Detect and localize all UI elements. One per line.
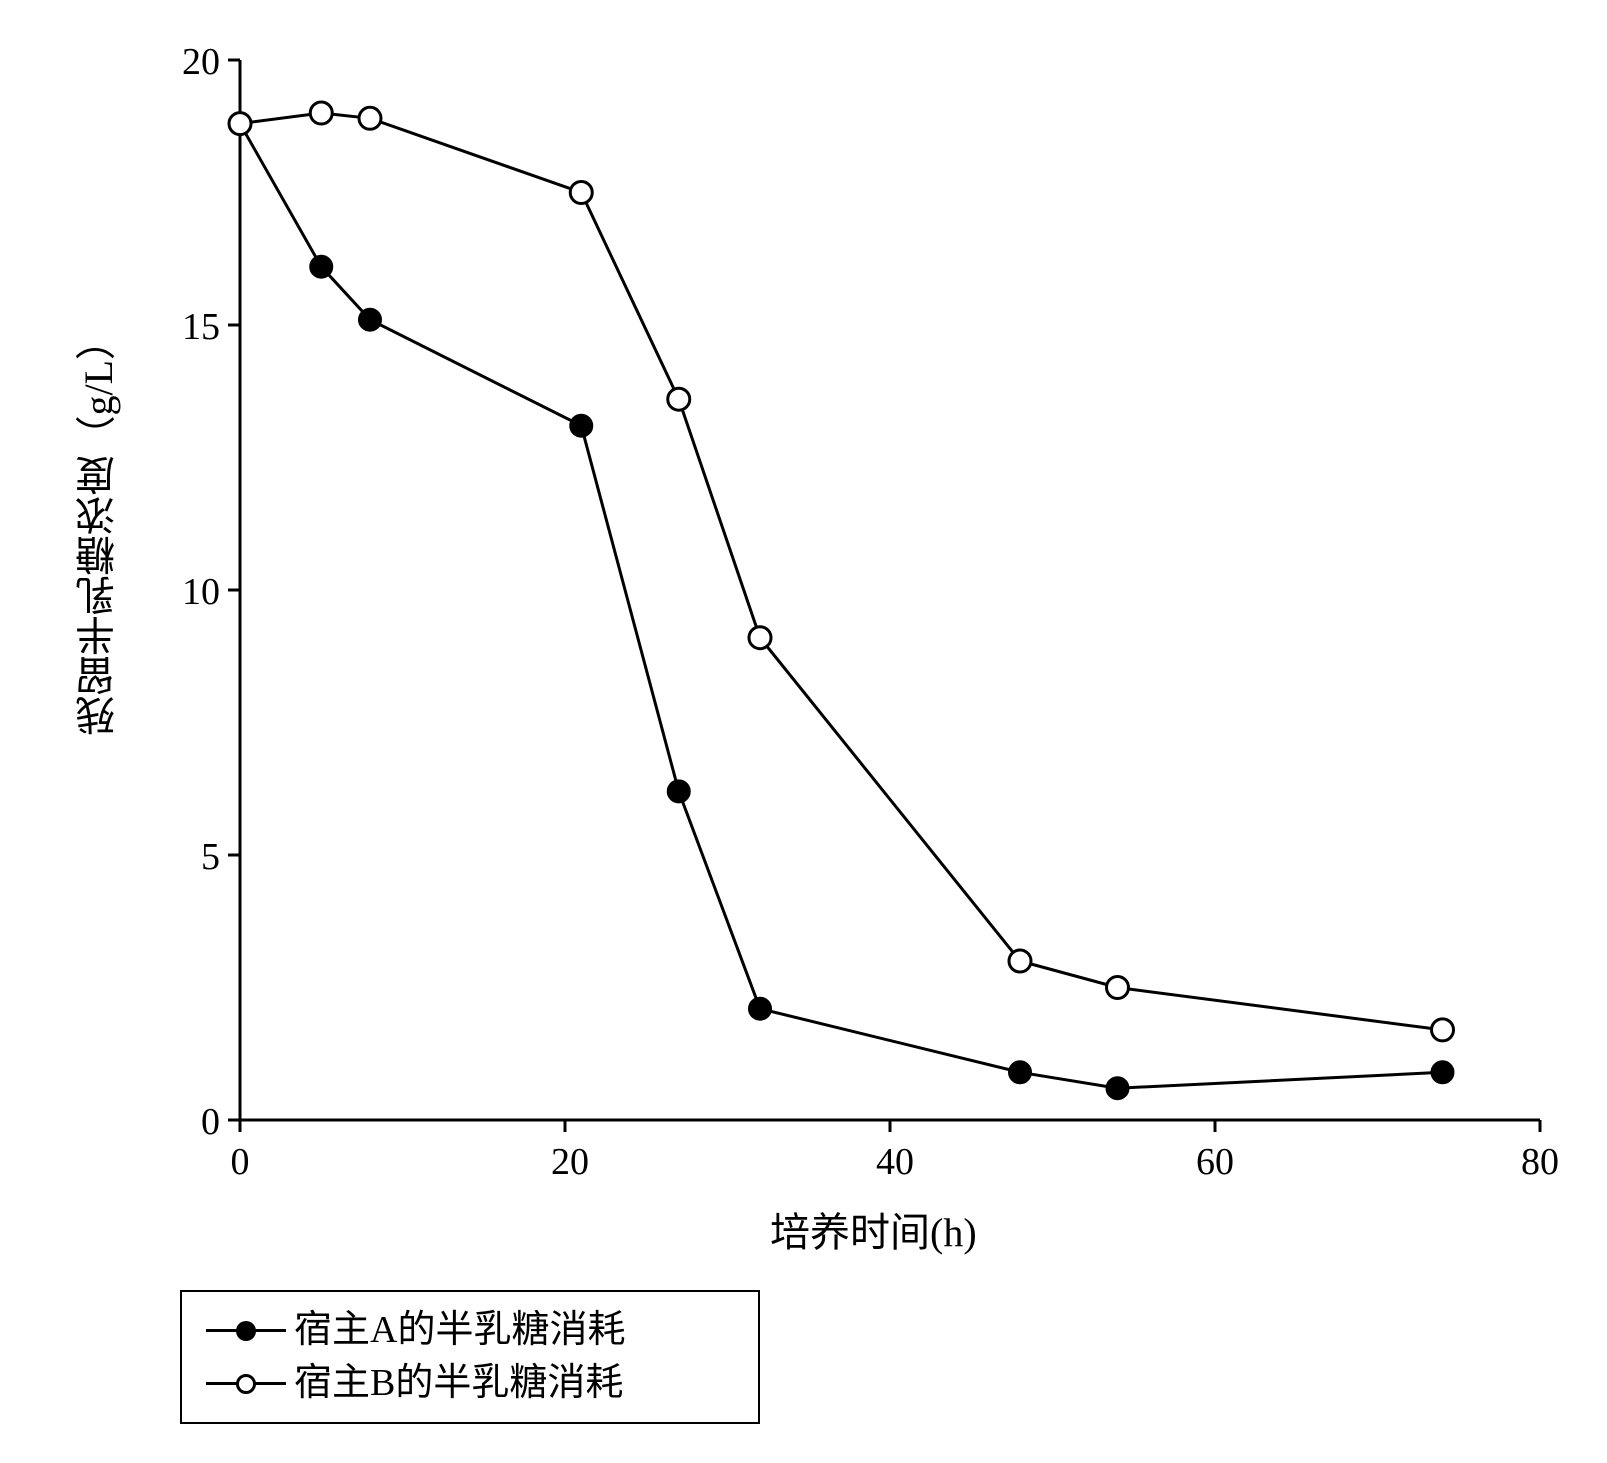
legend-marker-open xyxy=(206,1374,286,1394)
data-point xyxy=(749,998,771,1020)
series-line-1 xyxy=(240,113,1443,1030)
data-point xyxy=(1107,977,1129,999)
data-point xyxy=(1432,1019,1454,1041)
data-point xyxy=(668,780,690,802)
data-point xyxy=(359,309,381,331)
x-tick-marks xyxy=(240,1120,1540,1132)
data-point xyxy=(310,256,332,278)
data-point xyxy=(570,182,592,204)
series-line-0 xyxy=(240,124,1443,1089)
legend-label-b: 宿主B的半乳糖消耗 xyxy=(294,1357,623,1410)
data-point xyxy=(1009,950,1031,972)
data-point xyxy=(668,388,690,410)
data-point xyxy=(1107,1077,1129,1099)
data-point xyxy=(1009,1061,1031,1083)
legend-marker-filled xyxy=(206,1321,286,1341)
legend-label-a: 宿主A的半乳糖消耗 xyxy=(294,1304,625,1357)
plot-svg xyxy=(20,20,1607,1443)
chart-container: 残留半乳糖浓度（g/L） 培养时间(h) 0 5 10 15 20 0 20 4… xyxy=(20,20,1587,1443)
legend-item-b: 宿主B的半乳糖消耗 xyxy=(206,1357,734,1410)
data-point xyxy=(229,113,251,135)
y-tick-marks xyxy=(228,60,240,1120)
data-point xyxy=(310,102,332,124)
data-point xyxy=(359,107,381,129)
legend-box: 宿主A的半乳糖消耗 宿主B的半乳糖消耗 xyxy=(180,1290,760,1424)
data-point xyxy=(749,627,771,649)
series-group xyxy=(229,102,1454,1099)
data-point xyxy=(1432,1061,1454,1083)
data-point xyxy=(570,415,592,437)
legend-item-a: 宿主A的半乳糖消耗 xyxy=(206,1304,734,1357)
